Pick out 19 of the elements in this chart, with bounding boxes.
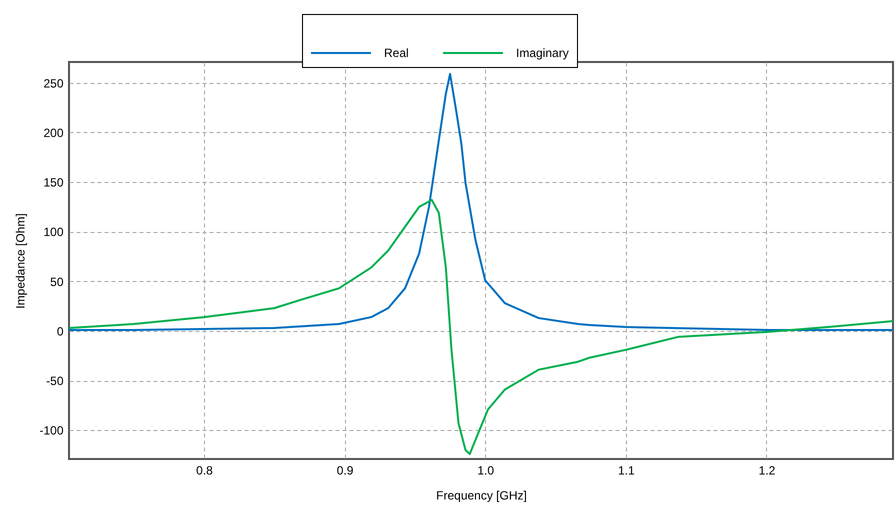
y-tick-label: 250 [43,76,64,90]
x-tick-label: 1.0 [477,464,494,478]
line-series [68,198,894,456]
x-axis-title: Frequency [GHz] [436,488,527,502]
legend-label: Imaginary [516,46,569,60]
line-series [68,72,894,331]
y-tick-label: -50 [46,374,64,388]
x-tick-label: 1.1 [618,464,635,478]
y-tick-label: 150 [43,176,64,190]
legend-label: Real [384,46,409,60]
y-tick-label: 100 [43,225,64,240]
y-tick-label: -100 [39,424,64,438]
y-tick-label: 200 [43,126,64,140]
x-tick-label: 0.9 [336,464,354,478]
y-tick-label: 0 [56,324,64,338]
y-tick-label: 50 [50,274,64,289]
x-tick-label: 1.2 [758,464,776,478]
y-axis-title: Impedance [Ohm] [13,213,28,309]
x-tick-label: 0.8 [196,464,214,478]
